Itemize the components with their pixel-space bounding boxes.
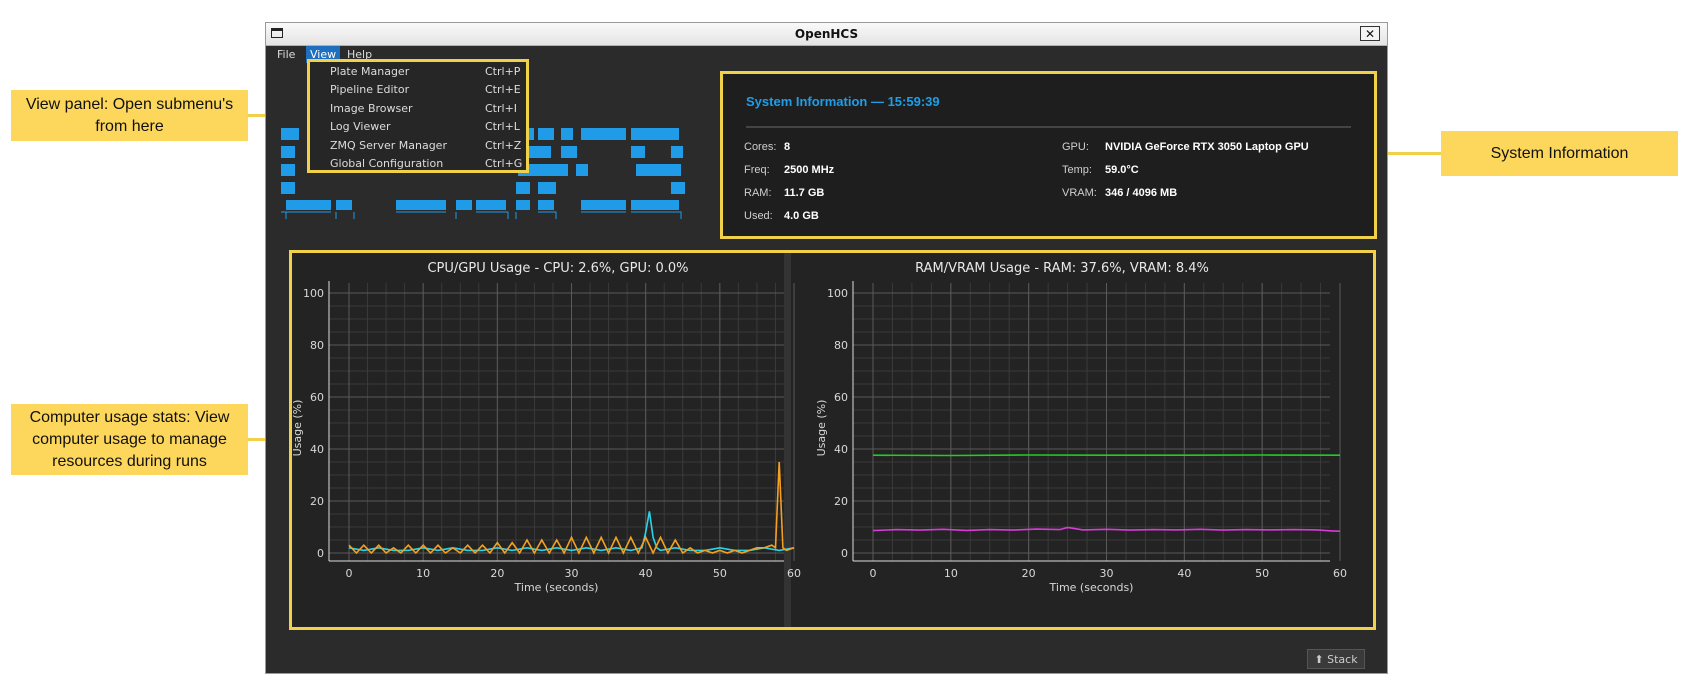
cpu-gpu-x-tick-label: 40	[639, 567, 653, 580]
ram-vram-y-tick-label: 80	[834, 339, 848, 352]
cpu-gpu-y-tick-label: 20	[310, 495, 324, 508]
cpu-gpu-y-tick-label: 100	[303, 287, 324, 300]
ram-vram-x-tick-label: 60	[1333, 567, 1347, 580]
ram-vram-x-axis-label: Time (seconds)	[1049, 581, 1134, 594]
ram-vram-y-axis-label: Usage (%)	[815, 400, 828, 457]
ram-vram-x-tick-label: 10	[944, 567, 958, 580]
menu-view[interactable]: View	[306, 46, 341, 63]
menu-file[interactable]: File	[277, 48, 296, 61]
usage-charts: CPU/GPU Usage - CPU: 2.6%, GPU: 0.0% 0 10 2…	[292, 253, 1373, 627]
ram-vram-x-tick-label: 20	[1022, 567, 1036, 580]
close-button[interactable]: ✕	[1360, 26, 1380, 41]
menu-item-zmq-server-manager[interactable]: ZMQ Server Manager Ctrl+Z	[330, 139, 522, 152]
ram-vram-x-tick-label: 40	[1177, 567, 1191, 580]
cpu-gpu-x-tick-label: 60	[787, 567, 801, 580]
chart-splitter	[784, 253, 791, 627]
vram-value: 346 / 4096 MB	[1105, 187, 1178, 199]
freq-label: Freq:	[744, 164, 770, 176]
cpu-gpu-x-tick-label: 0	[346, 567, 353, 580]
window-icon	[271, 28, 283, 38]
ram-vram-x-tick-label: 50	[1255, 567, 1269, 580]
ram-vram-y-tick-label: 40	[834, 443, 848, 456]
menu-item-global-configuration[interactable]: Global Configuration Ctrl+G	[330, 157, 523, 170]
ram-vram-y-tick-label: 60	[834, 391, 848, 404]
ram-vram-y-tick-label: 20	[834, 495, 848, 508]
ram-chart-background	[791, 253, 1373, 627]
ram-vram-series-0-line	[872, 454, 1341, 457]
temp-label: Temp:	[1062, 164, 1092, 176]
cpu-gpu-x-tick-label: 50	[713, 567, 727, 580]
title-bar: OpenHCS ✕	[266, 23, 1387, 46]
app-window: OpenHCS ✕ File View Help Syst	[265, 22, 1388, 674]
cpu-gpu-x-tick-label: 10	[416, 567, 430, 580]
gpu-value: NVIDIA GeForce RTX 3050 Laptop GPU	[1105, 141, 1309, 153]
system-information-annotation: System Information	[1441, 131, 1678, 176]
cores-label: Cores:	[744, 141, 777, 153]
cpu-gpu-y-axis-label: Usage (%)	[292, 400, 304, 457]
ram-vram-series-1-line	[872, 526, 1341, 532]
gpu-label: GPU:	[1062, 141, 1089, 153]
window-title: OpenHCS	[794, 27, 859, 41]
menu-bar: File View Help	[266, 46, 1387, 63]
cpu-gpu-series-1-line	[348, 461, 795, 555]
menu-help[interactable]: Help	[347, 48, 373, 61]
cpu-gpu-y-tick-label: 80	[310, 339, 324, 352]
cpu-gpu-x-tick-label: 30	[565, 567, 579, 580]
ram-vram-x-tick-label: 30	[1100, 567, 1114, 580]
cores-value: 8	[784, 141, 791, 153]
ram-value: 11.7 GB	[784, 187, 825, 199]
temp-value: 59.0°C	[1105, 164, 1139, 176]
ram-vram-x-tick-label: 0	[870, 567, 877, 580]
menu-item-log-viewer[interactable]: Log Viewer Ctrl+L	[330, 120, 520, 133]
ram-vram-y-tick-label: 100	[827, 287, 848, 300]
cpu-gpu-y-tick-label: 0	[317, 547, 324, 560]
system-info-title: System Information — 15:59:39	[746, 94, 940, 109]
menu-item-image-browser[interactable]: Image Browser Ctrl+I	[330, 102, 518, 115]
ram-vram-chart-title: RAM/VRAM Usage - RAM: 37.6%, VRAM: 8.4%	[915, 261, 1209, 276]
used-label: Used:	[744, 210, 773, 222]
ram-vram-y-tick-label: 0	[841, 547, 848, 560]
system-information-connector	[1377, 152, 1441, 155]
usage-stats-annotation: Computer usage stats: View computer usag…	[11, 404, 248, 475]
usage-charts-panel: CPU/GPU Usage - CPU: 2.6%, GPU: 0.0% 0 10 2…	[289, 250, 1376, 630]
used-value: 4.0 GB	[784, 210, 819, 222]
cpu-gpu-y-tick-label: 60	[310, 391, 324, 404]
cpu-gpu-x-tick-label: 20	[490, 567, 504, 580]
stack-button[interactable]: ⬆ Stack	[1307, 649, 1365, 669]
vram-label: VRAM:	[1062, 187, 1097, 199]
system-info-panel: System Information — 15:59:39 Cores: 8 F…	[720, 71, 1377, 239]
freq-value: 2500 MHz	[784, 164, 835, 176]
view-menu-dropdown: Plate Manager Ctrl+P Pipeline Editor Ctrl+…	[307, 59, 529, 173]
cpu-chart-background	[292, 253, 784, 627]
ram-label: RAM:	[744, 187, 772, 199]
cpu-gpu-chart-title: CPU/GPU Usage - CPU: 2.6%, GPU: 0.0%	[427, 261, 688, 276]
cpu-gpu-x-axis-label: Time (seconds)	[514, 581, 599, 594]
cpu-gpu-y-tick-label: 40	[310, 443, 324, 456]
menu-item-plate-manager[interactable]: Plate Manager Ctrl+P	[330, 65, 521, 78]
menu-item-pipeline-editor[interactable]: Pipeline Editor Ctrl+E	[330, 83, 521, 96]
view-panel-annotation: View panel: Open submenu's from here	[11, 90, 248, 141]
system-info-divider	[746, 126, 1351, 128]
